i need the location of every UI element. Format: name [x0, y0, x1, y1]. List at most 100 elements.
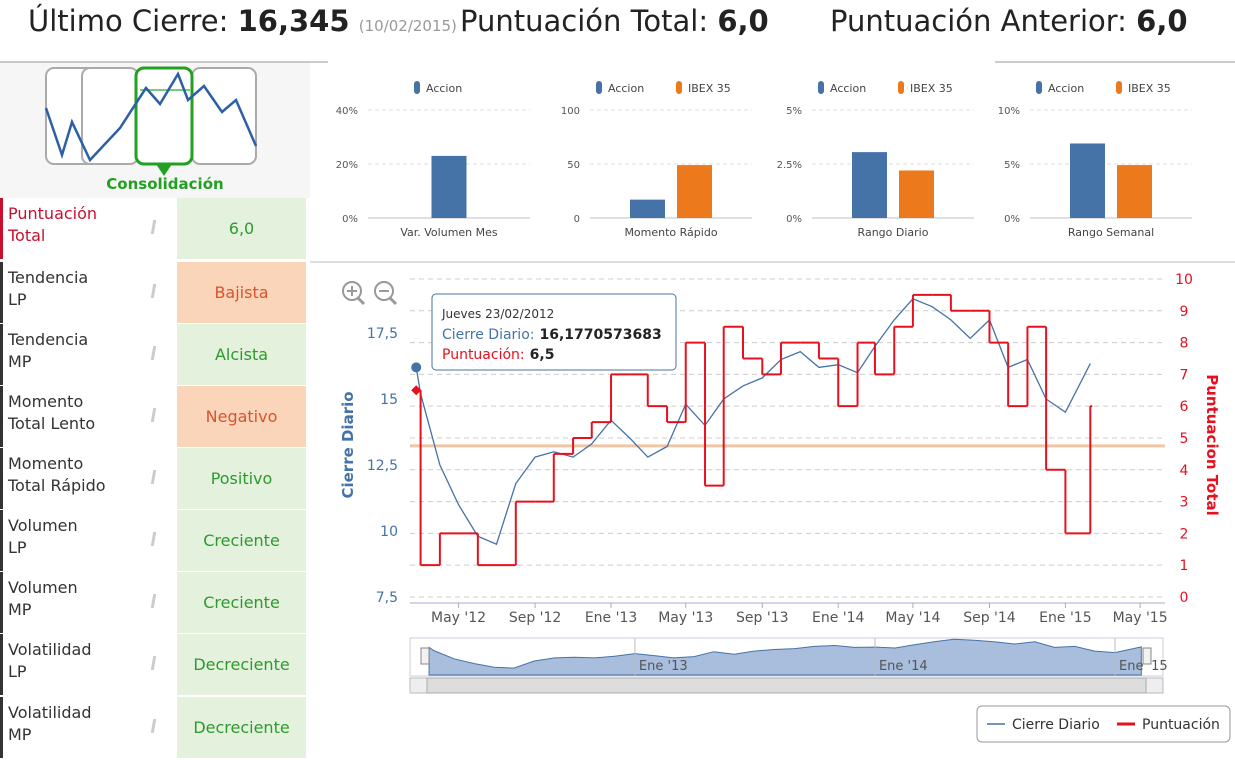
header-value: 6,0 — [1136, 4, 1188, 38]
legend-symbol — [1116, 81, 1122, 94]
row-value: Creciente — [177, 572, 306, 633]
row-value: Alcista — [177, 324, 306, 385]
label-line: MP — [8, 352, 32, 371]
bar — [1117, 165, 1152, 218]
y2-tick-label: 10 — [1175, 272, 1193, 288]
label-line: MP — [8, 600, 32, 619]
tooltip-value: 16,1770573683 — [539, 327, 661, 343]
x-tick-label: May '13 — [658, 610, 713, 626]
table-row: Volatilidad LP Decreciente — [0, 634, 310, 695]
label-line: Momento — [8, 454, 84, 473]
label-line: Total Rápido — [8, 476, 106, 495]
y-tick-label: 100 — [561, 106, 580, 117]
bar — [630, 199, 665, 218]
y2-tick-label: 7 — [1180, 367, 1189, 383]
x-tick-label: Sep '12 — [509, 610, 562, 626]
header-note: (10/02/2015) — [358, 17, 457, 35]
navigator-handle[interactable] — [1142, 647, 1152, 665]
row-value: Negativo — [177, 386, 306, 447]
tooltip-label: Puntuación: — [442, 347, 525, 363]
y-tick-label: 12,5 — [367, 458, 398, 474]
tooltip-item: Puntuación: 6,5 — [442, 347, 554, 363]
y-tick-label: 7,5 — [376, 590, 398, 606]
x-tick-label: Ene '13 — [585, 610, 637, 626]
table-row: Volumen MP Creciente — [0, 572, 310, 633]
legend-label: Cierre Diario — [1012, 717, 1100, 733]
navigator-label: Ene '13 — [639, 659, 688, 674]
x-tick-label: Sep '14 — [963, 610, 1016, 626]
y-axis-label: Cierre Diario — [339, 391, 357, 498]
legend-label: Accion — [608, 82, 644, 95]
y-tick-label: 15 — [380, 392, 398, 408]
row-label: Volumen LP — [0, 510, 174, 571]
y-tick-label: 0% — [786, 214, 802, 225]
x-tick-label: May '14 — [885, 610, 940, 626]
navigator-label: Ene '15 — [1119, 659, 1168, 674]
row-label: Volatilidad LP — [0, 634, 174, 695]
label-line: Tendencia — [8, 268, 89, 287]
bar — [431, 155, 467, 218]
legend-symbol — [898, 81, 904, 94]
header-label: Puntuación Total: — [460, 4, 709, 38]
row-label: Volumen MP — [0, 572, 174, 633]
legend-symbol — [596, 81, 602, 94]
legend-label: Accion — [830, 82, 866, 95]
label-line: Tendencia — [8, 330, 89, 349]
row-value: Positivo — [177, 448, 306, 509]
x-tick-label: Ene '15 — [1039, 610, 1091, 626]
label-line: LP — [8, 662, 27, 681]
label-line: Total Lento — [8, 414, 96, 433]
legend-box — [976, 705, 1231, 743]
legend-label: IBEX 35 — [1128, 82, 1171, 95]
label-line: Puntuación — [8, 204, 98, 223]
row-value: Decreciente — [177, 634, 306, 695]
legend-label: IBEX 35 — [910, 82, 953, 95]
x-tick-label: Sep '13 — [736, 610, 789, 626]
tooltip-date: Jueves 23/02/2012 — [441, 307, 554, 321]
tooltip-item: Cierre Diario: 16,1770573683 — [442, 327, 662, 343]
row-label: Momento Total Lento — [0, 386, 174, 447]
label-line: Volatilidad — [8, 640, 92, 659]
tooltip-value: 6,5 — [530, 347, 555, 363]
y-tick-label: 0% — [342, 214, 358, 225]
hover-marker — [411, 362, 422, 373]
legend-label: Accion — [426, 82, 462, 95]
table-row: Tendencia MP Alcista — [0, 324, 310, 385]
scrollbar-thumb[interactable] — [426, 677, 1147, 694]
x-tick-label: Momento Rápido — [624, 226, 717, 239]
y-tick-label: 5% — [1004, 160, 1020, 171]
row-label: Momento Total Rápido — [0, 448, 174, 509]
header-item: Puntuación Total: 6,0 — [460, 4, 769, 38]
y2-tick-label: 5 — [1180, 431, 1189, 447]
header-value: 6,0 — [717, 4, 769, 38]
close-line — [415, 298, 1091, 546]
bar — [899, 170, 934, 218]
bar — [1070, 143, 1105, 218]
pattern-label: Consolidación — [106, 175, 223, 193]
row-value: Decreciente — [177, 697, 306, 758]
navigator-handle[interactable] — [420, 647, 430, 665]
x-tick-label: May '15 — [1113, 610, 1168, 626]
bar — [677, 165, 712, 218]
zoom-buttons[interactable] — [342, 281, 398, 306]
legend-symbol — [414, 81, 420, 94]
row-value: Bajista — [177, 262, 306, 323]
row-label: Puntuación Total — [0, 198, 174, 259]
x-tick-label: Ene '14 — [812, 610, 865, 626]
bar — [852, 152, 887, 218]
row-label: Tendencia MP — [0, 324, 174, 385]
table-row: Momento Total Lento Negativo — [0, 386, 310, 447]
x-tick-label: Rango Diario — [858, 226, 929, 239]
legend-symbol — [818, 81, 824, 94]
y2-tick-label: 4 — [1180, 463, 1189, 479]
label-line: Momento — [8, 392, 84, 411]
table-row: Tendencia LP Bajista — [0, 262, 310, 323]
y2-tick-label: 1 — [1180, 558, 1189, 574]
y-tick-label: 40% — [336, 106, 358, 117]
header-item: Último Cierre: 16,345 (10/02/2015) — [28, 4, 457, 38]
tooltip-label: Cierre Diario: — [442, 327, 534, 343]
y-tick-label: 5% — [786, 106, 802, 117]
table-row: Volumen LP Creciente — [0, 510, 310, 571]
y2-tick-label: 8 — [1180, 336, 1189, 352]
